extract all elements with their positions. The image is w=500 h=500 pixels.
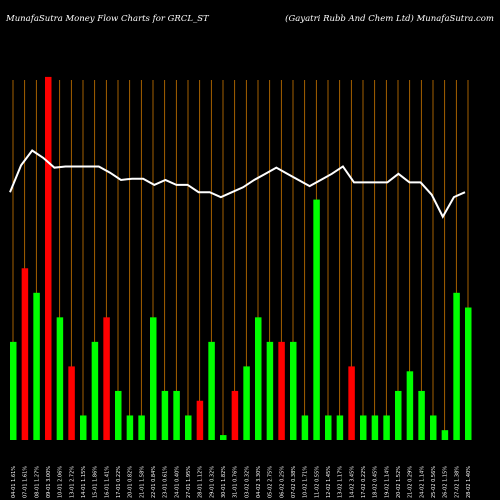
x-tick-label: 19-02 1.14% (384, 466, 390, 498)
price-line (9, 149, 466, 219)
chart-title: MunafaSutra Money Flow Charts for GRCL_S… (6, 14, 209, 24)
money-flow-bar (115, 390, 122, 440)
grid-lines (12, 80, 469, 440)
money-flow-bar (150, 317, 157, 440)
money-flow-bar (395, 390, 402, 440)
money-flow-bar (255, 317, 262, 440)
x-tick-label: 13-01 2.72% (69, 466, 75, 498)
x-tick-label: 04-02 3.30% (256, 466, 262, 498)
x-tick-label: 16-01 1.41% (104, 466, 110, 498)
money-flow-bar (301, 415, 309, 440)
money-flow-bar (103, 317, 110, 440)
x-tick-label: 29-01 0.32% (209, 466, 215, 498)
money-flow-bar (80, 415, 87, 440)
money-flow-bar (21, 268, 29, 440)
x-tick-label: 27-02 1.38% (454, 466, 460, 498)
x-tick-label: 26-02 1.15% (443, 466, 449, 498)
money-flow-bar (161, 390, 169, 440)
company-title: (Gayatri Rubb And Chem Ltd) MunafaSutra.… (285, 14, 494, 24)
x-tick-label: 28-02 1.40% (466, 466, 472, 498)
money-flow-bar (45, 76, 52, 440)
price-line-path (9, 149, 466, 219)
x-tick-label: 14-01 1.15% (81, 466, 87, 498)
money-flow-bar (348, 366, 355, 440)
money-flow-bar (231, 390, 239, 440)
x-tick-label: 21-02 0.29% (408, 466, 414, 498)
money-flow-bar (290, 341, 297, 440)
x-tick-label: 23-01 0.61% (163, 466, 169, 498)
money-flow-bar (465, 307, 472, 440)
x-tick-label: 07-02 0.38% (291, 466, 297, 498)
x-tick-label: 22-01 0.84% (151, 466, 157, 498)
x-tick-label: 20-02 1.52% (396, 466, 402, 498)
money-flow-bar (138, 415, 145, 440)
money-flow-bar (185, 415, 192, 440)
money-flow-bar (56, 317, 64, 440)
x-tick-label: 08-01 1.27% (34, 466, 40, 498)
x-tick-label: 10-02 1.71% (303, 466, 309, 498)
x-tick-label: 15-01 1.86% (93, 466, 99, 498)
money-flow-bars (10, 76, 472, 440)
x-tick-label: 06-02 0.25% (279, 466, 285, 498)
money-flow-bar (173, 390, 180, 440)
x-tick-label: 05-02 2.75% (268, 466, 274, 498)
x-tick-label: 27-01 1.95% (186, 466, 192, 498)
money-flow-bar (196, 400, 204, 440)
money-flow-bar (441, 430, 449, 440)
money-flow-bar (126, 415, 134, 440)
x-tick-label: 14-02 3.45% (349, 466, 355, 498)
x-tick-label: 17-01 0.22% (116, 466, 122, 498)
x-tick-label: 11-02 0.55% (314, 466, 320, 498)
x-tick-label: 12-02 1.45% (326, 466, 332, 498)
chart-header: MunafaSutra Money Flow Charts for GRCL_S… (6, 14, 494, 28)
money-flow-bar (91, 341, 99, 440)
x-tick-label: 30-01 1.82% (221, 466, 227, 498)
money-flow-bar (371, 415, 379, 440)
money-flow-bar (220, 435, 227, 440)
x-tick-label: 03-02 0.32% (244, 466, 250, 498)
money-flow-bar (406, 371, 414, 440)
money-flow-bar (10, 341, 17, 440)
x-tick-label: 18-02 0.45% (373, 466, 379, 498)
x-tick-label: 07-01 1.61% (23, 466, 29, 498)
money-flow-bar (325, 415, 332, 440)
x-tick-label: 31-01 0.76% (233, 466, 239, 498)
x-tick-label: 20-01 0.82% (128, 466, 134, 498)
money-flow-bar (430, 415, 437, 440)
x-tick-label: 24-02 1.14% (419, 466, 425, 498)
x-tick-label: 10-01 2.06% (58, 466, 64, 498)
money-flow-bar (208, 341, 215, 440)
money-flow-bar (68, 366, 75, 440)
money-flow-bar (33, 292, 40, 440)
money-flow-bar (360, 415, 367, 440)
x-tick-label: 21-01 1.58% (139, 466, 145, 498)
money-flow-bar (418, 390, 425, 440)
x-tick-label: 13-02 1.17% (338, 466, 344, 498)
x-tick-label: 17-02 0.22% (361, 466, 367, 498)
x-tick-label: 04-01 1.61% (11, 466, 17, 498)
money-flow-bar (243, 366, 250, 440)
x-axis-labels: 04-01 1.61% 07-01 1.61% 08-01 1.27% 09-01 3… (11, 466, 472, 498)
x-tick-label: 09-01 3.00% (46, 466, 52, 498)
x-tick-label: 28-01 1.12% (198, 466, 204, 498)
money-flow-bar (453, 292, 460, 440)
money-flow-bar (336, 415, 344, 440)
x-tick-label: 25-02 0.56% (431, 466, 437, 498)
x-tick-label: 24-01 0.40% (174, 466, 180, 498)
money-flow-bar (383, 415, 390, 440)
money-flow-bar (278, 341, 285, 440)
money-flow-bar (266, 341, 274, 440)
money-flow-bar (313, 199, 320, 440)
